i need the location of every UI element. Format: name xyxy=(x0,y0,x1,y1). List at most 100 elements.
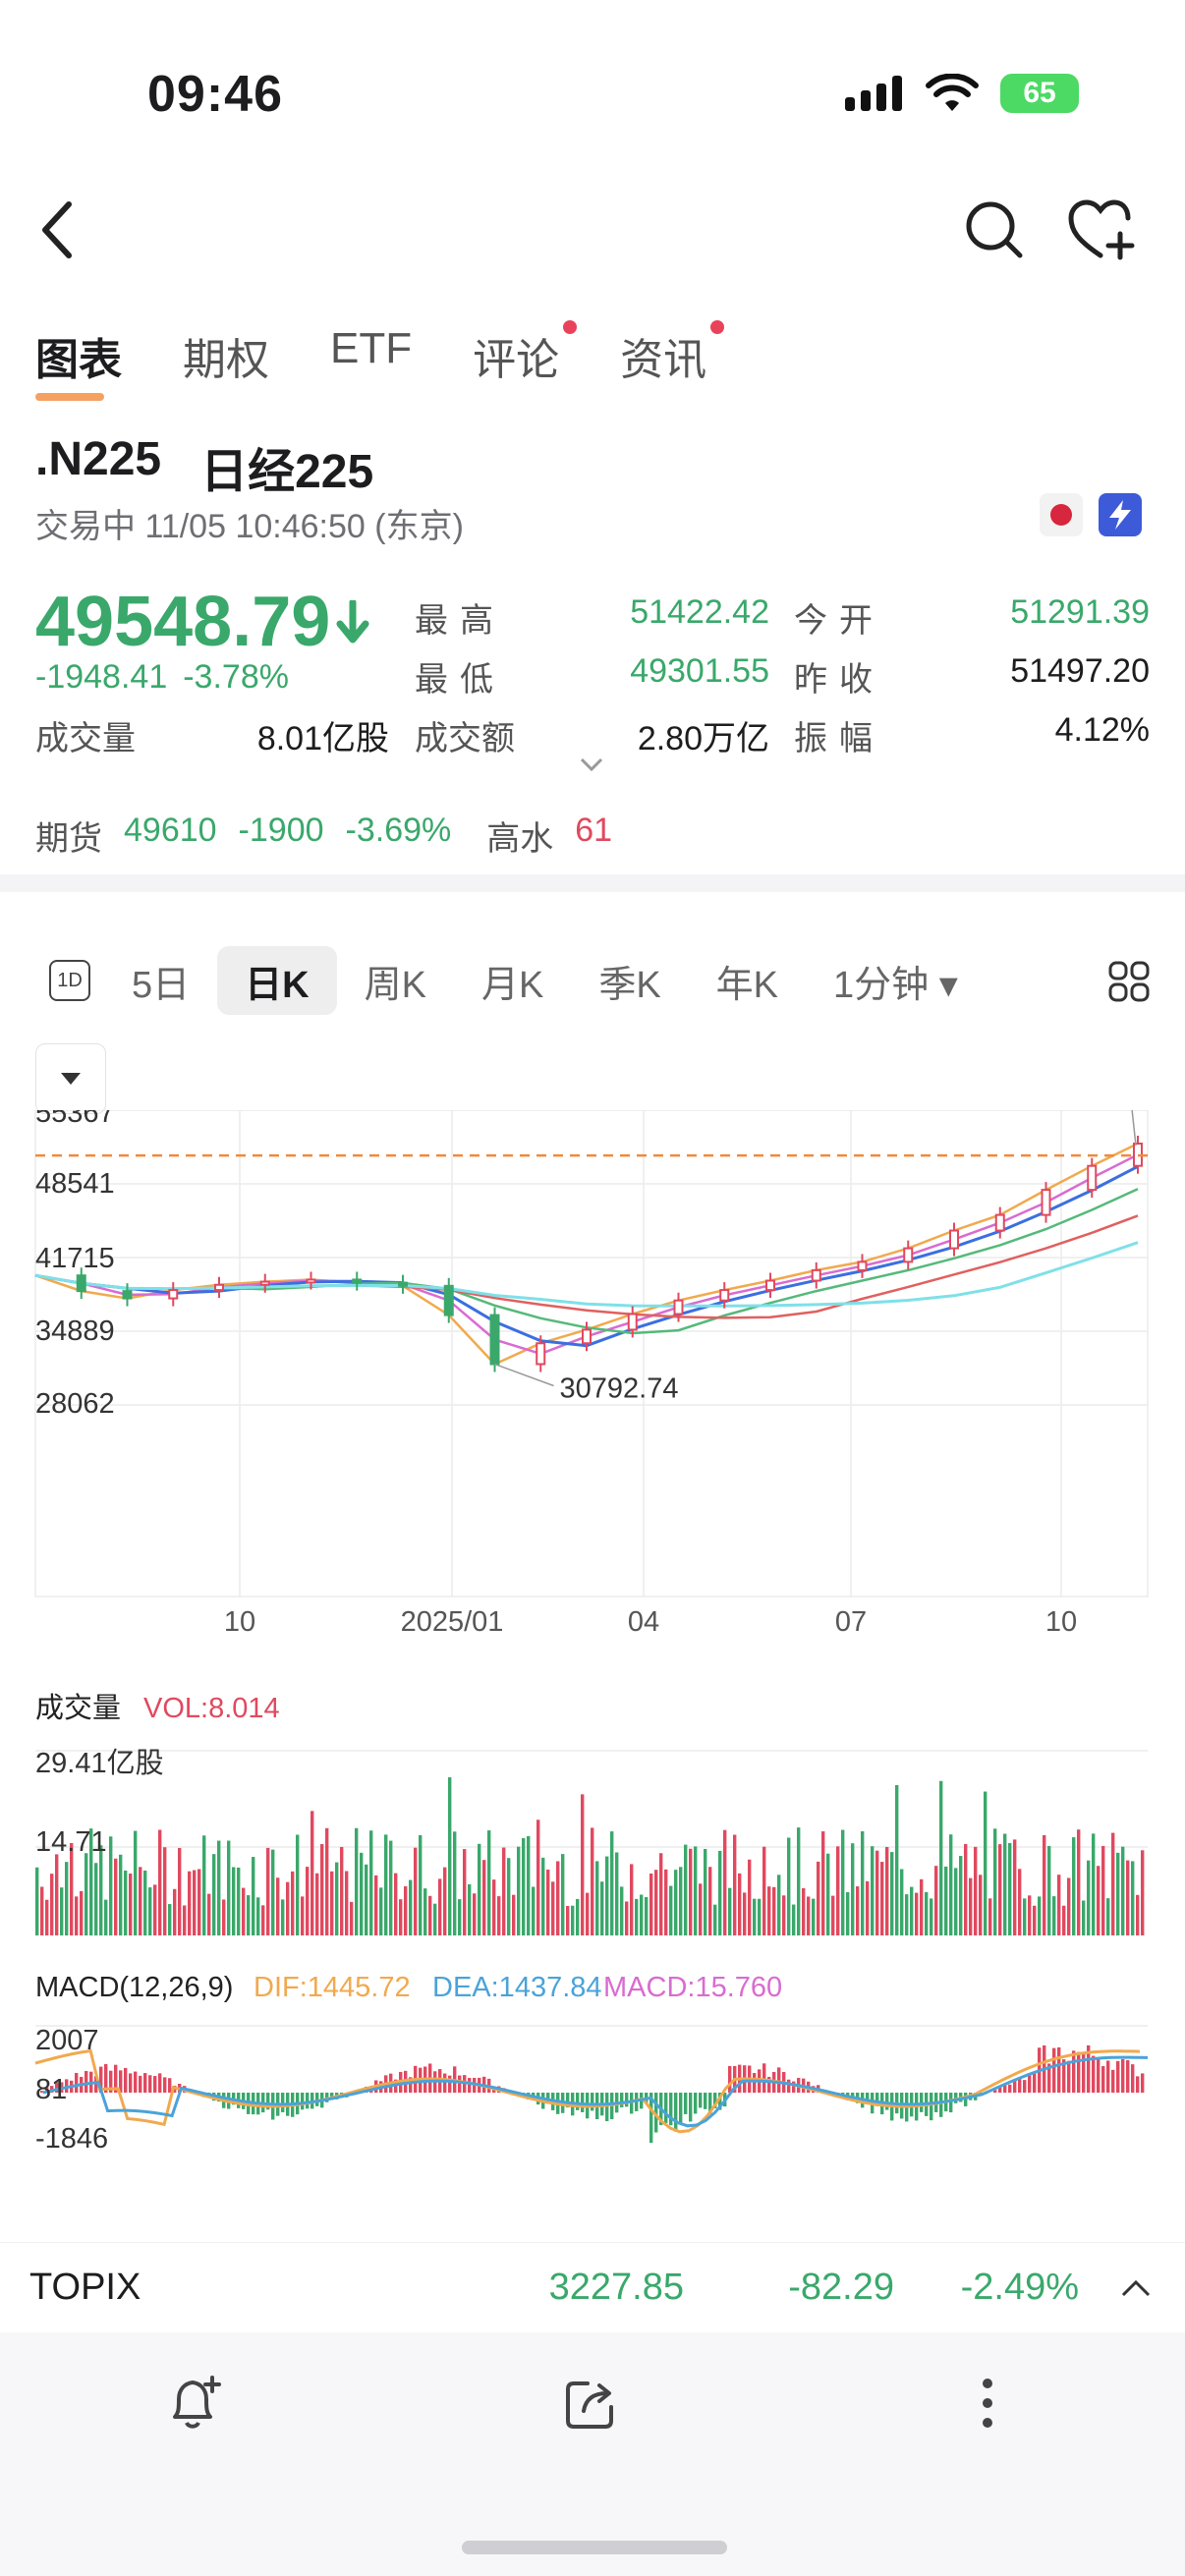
candle xyxy=(673,1299,684,1316)
volume-bar xyxy=(890,1852,894,1935)
volume-value: 8.01亿股 xyxy=(256,720,389,757)
lightning-icon[interactable] xyxy=(1099,493,1142,536)
candle xyxy=(1087,1164,1098,1192)
indicator-dropdown-button[interactable] xyxy=(35,1043,106,1114)
volume-bar xyxy=(723,1829,727,1935)
volume-bar xyxy=(738,1873,742,1935)
more-menu-button[interactable] xyxy=(973,2376,1002,2436)
macd-bar xyxy=(1097,2058,1100,2093)
volume-bar xyxy=(856,1886,860,1935)
volume-bar xyxy=(139,1867,142,1935)
volume-bar xyxy=(1082,1900,1086,1935)
macd-bar xyxy=(1067,2060,1071,2093)
macd-bar xyxy=(762,2063,766,2093)
period-daily-k[interactable]: 日K xyxy=(217,946,337,1015)
related-index-name: TOPIX xyxy=(29,2267,141,2308)
volume-bar xyxy=(821,1831,825,1935)
volume-bar xyxy=(389,1840,393,1935)
expand-stats-button[interactable] xyxy=(580,756,603,777)
macd-bar xyxy=(1062,2059,1066,2093)
macd-bar xyxy=(129,2073,133,2093)
volume-bar xyxy=(546,1869,550,1935)
tab-chart[interactable]: 图表 xyxy=(35,324,122,401)
volume-bar xyxy=(1126,1860,1130,1935)
candle xyxy=(122,1290,133,1300)
related-index-change: -82.29 xyxy=(788,2267,894,2308)
volume-bar xyxy=(148,1887,152,1935)
volume-bar xyxy=(625,1901,629,1935)
volume-bar xyxy=(1097,1866,1100,1935)
candle xyxy=(857,1260,868,1271)
period-monthly-k[interactable]: 月K xyxy=(480,964,544,1006)
chevron-down-icon xyxy=(580,757,603,772)
kline-chart[interactable]: 553674854141715348892806252636.8730792.7… xyxy=(0,1110,1185,2240)
macd-bar xyxy=(1028,2073,1032,2093)
volume-bar xyxy=(153,1884,157,1935)
tab-options[interactable]: 期权 xyxy=(183,324,269,387)
volume-bar xyxy=(40,1886,44,1935)
candle xyxy=(398,1281,408,1287)
volume-bar xyxy=(949,1834,953,1935)
volume-bar xyxy=(158,1829,162,1935)
volume-bar xyxy=(571,1905,575,1935)
volume-bar xyxy=(1092,1833,1096,1935)
volume-bar xyxy=(478,1843,481,1935)
tab-news[interactable]: 资讯 xyxy=(620,320,725,387)
more-periods-button[interactable] xyxy=(1108,961,1150,1007)
period-yearly-k[interactable]: 年K xyxy=(715,964,779,1006)
macd-axis-top: 2007 xyxy=(35,2025,99,2056)
period-1min[interactable]: 1分钟 ▾ xyxy=(833,964,958,1006)
add-watchlist-button[interactable] xyxy=(1063,191,1142,269)
volume-title: 成交量 xyxy=(35,1692,121,1724)
volume-bar xyxy=(934,1866,938,1935)
tab-comments[interactable]: 评论 xyxy=(473,320,578,387)
candle xyxy=(489,1314,500,1366)
time-axis-label: 10 xyxy=(1045,1606,1077,1638)
macd-bar xyxy=(1106,2060,1110,2093)
volume-bar xyxy=(787,1837,791,1935)
down-arrow-icon xyxy=(336,600,369,644)
macd-bar xyxy=(1126,2059,1130,2093)
alert-button[interactable] xyxy=(167,2374,222,2437)
chevron-up-icon[interactable] xyxy=(1120,2277,1152,2299)
period-quarterly-k[interactable]: 季K xyxy=(598,964,661,1006)
macd-bar xyxy=(114,2064,118,2093)
volume-bar xyxy=(758,1898,762,1935)
volume-bar xyxy=(409,1879,413,1935)
volume-bar xyxy=(694,1846,698,1935)
volume-bar xyxy=(291,1871,295,1935)
volume-bar xyxy=(979,1875,983,1935)
period-1d[interactable]: 1D xyxy=(35,946,104,1015)
tab-label: ETF xyxy=(330,324,413,372)
macd-bar xyxy=(620,2093,624,2107)
volume-bar xyxy=(640,1894,644,1935)
candle xyxy=(76,1274,86,1293)
period-weekly-k[interactable]: 周K xyxy=(364,964,426,1006)
tab-etf[interactable]: ETF xyxy=(330,324,412,387)
volume-bar xyxy=(404,1885,408,1935)
volume-bar xyxy=(266,1847,270,1935)
volume-bar xyxy=(679,1867,683,1935)
volume-bar xyxy=(1116,1852,1120,1935)
macd-bar xyxy=(777,2067,781,2093)
volume-bar xyxy=(532,1886,536,1935)
volume-bar xyxy=(669,1885,673,1935)
volume-bar xyxy=(718,1850,722,1935)
back-button[interactable] xyxy=(18,191,96,269)
futures-change: -1900 xyxy=(238,812,324,849)
tab-bar: 图表 期权 ETF 评论 资讯 xyxy=(35,320,725,401)
volume-bar xyxy=(984,1791,988,1935)
futures-row: 期货 49610 -1900 -3.69% 高水 61 xyxy=(35,812,612,860)
volume-bar xyxy=(753,1898,757,1935)
related-index-strip[interactable]: TOPIX 3227.85 -82.29 -2.49% xyxy=(0,2242,1185,2332)
period-5d[interactable]: 5日 xyxy=(132,964,191,1006)
volume-bar xyxy=(1072,1837,1076,1935)
volume-bar xyxy=(276,1877,280,1935)
volume-bar xyxy=(85,1853,88,1935)
share-button[interactable] xyxy=(564,2376,619,2436)
search-button[interactable] xyxy=(955,191,1034,269)
macd-bar xyxy=(458,2075,462,2093)
ma10-line xyxy=(34,1164,1139,1348)
macd-bar xyxy=(787,2079,791,2093)
macd-bar xyxy=(591,2093,594,2111)
